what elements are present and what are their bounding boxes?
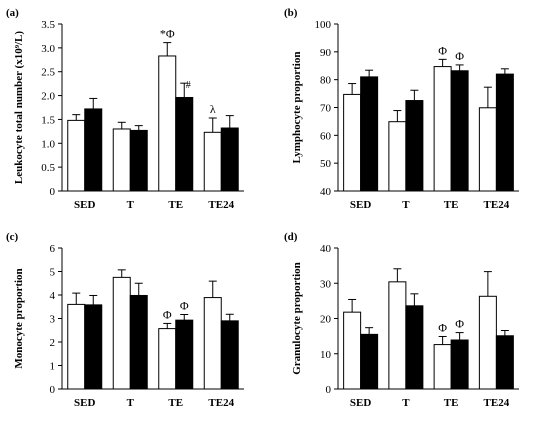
bar <box>405 305 424 390</box>
bar <box>360 76 379 192</box>
bar <box>158 55 177 192</box>
y-tick-label: 10 <box>320 349 332 361</box>
y-tick-label: 1.5 <box>41 114 55 126</box>
y-tick-label: 5 <box>50 267 56 279</box>
significance-annotation: Φ <box>438 320 447 334</box>
bar <box>67 119 86 192</box>
bar <box>405 100 424 192</box>
bar <box>158 328 177 390</box>
bar <box>433 66 452 192</box>
y-tick-label: 80 <box>320 75 332 87</box>
bar <box>495 335 514 390</box>
y-tick-label: 2.0 <box>41 91 55 103</box>
y-tick-label: 90 <box>320 47 332 59</box>
significance-annotation: *Φ <box>160 27 175 41</box>
panel-label: (d) <box>284 231 298 243</box>
y-axis-title: Lymphocyte proportion <box>291 52 303 164</box>
bar <box>129 294 148 390</box>
bar <box>478 295 497 390</box>
chart-panel-2: (b) Lymphocyte proportion 40 50 60 70 80 90 100 S… <box>284 7 519 211</box>
bar <box>343 311 362 390</box>
y-tick-label: 60 <box>320 130 332 142</box>
y-tick-label: 1 <box>50 361 56 373</box>
chart-panel-3: (c) Monocyte proportion 0 1 2 3 4 5 6 SED T TE TE24 Φ… <box>6 231 244 409</box>
y-tick-label: 50 <box>320 158 332 170</box>
y-tick-label: 40 <box>320 186 332 198</box>
y-tick-label: 20 <box>320 314 332 326</box>
y-tick-label: 30 <box>320 278 332 290</box>
significance-annotation: Φ <box>455 317 464 331</box>
category-label: TE24 <box>208 199 234 211</box>
significance-annotation: λ <box>210 102 216 116</box>
y-tick-label: 2.5 <box>41 67 55 79</box>
bar <box>112 128 131 192</box>
panel-label: (c) <box>6 231 19 243</box>
y-tick-label: 3.5 <box>41 19 55 31</box>
y-tick-label: 1.0 <box>41 138 55 150</box>
category-label: TE <box>168 397 183 409</box>
category-label: TE24 <box>208 397 234 409</box>
y-tick-label: 0.5 <box>41 162 55 174</box>
y-tick-label: 0 <box>50 384 56 396</box>
category-label: SED <box>74 199 95 211</box>
category-label: T <box>127 397 135 409</box>
y-tick-label: 3 <box>50 314 56 326</box>
bar <box>175 319 194 390</box>
y-tick-label: 40 <box>320 243 332 255</box>
y-tick-label: 4 <box>50 290 56 302</box>
category-label: SED <box>350 199 371 211</box>
bar <box>495 73 514 192</box>
bar <box>112 276 131 390</box>
bar <box>388 281 407 390</box>
category-label: T <box>402 199 410 211</box>
panel-label: (b) <box>284 7 298 19</box>
y-axis-title: Leukocyte total number (x10⁹/L) <box>13 31 25 184</box>
category-label: TE <box>444 199 459 211</box>
bar <box>220 320 239 390</box>
bar <box>220 127 239 192</box>
bar <box>388 121 407 192</box>
bar <box>478 107 497 192</box>
y-axis-title: Granulocyte proportion <box>291 262 303 375</box>
chart-panel-4: (d) Granulocyte proportion 0 10 20 30 40 SED T TE… <box>284 231 519 409</box>
significance-annotation: Φ <box>438 43 447 57</box>
chart-panel-1: (a) Leukocyte total number (x10⁹/L) 0 0.5 1.… <box>6 7 244 211</box>
category-label: T <box>402 397 410 409</box>
category-label: T <box>127 199 135 211</box>
category-label: TE <box>444 397 459 409</box>
significance-annotation: Φ <box>180 299 189 313</box>
y-axis-title: Monocyte proportion <box>13 268 25 368</box>
category-label: TE <box>168 199 183 211</box>
bar <box>343 93 362 192</box>
panel-label: (a) <box>6 7 19 19</box>
bar <box>203 297 222 390</box>
category-label: TE24 <box>484 199 510 211</box>
bar <box>203 131 222 192</box>
significance-annotation: # <box>186 80 191 91</box>
category-label: SED <box>350 397 371 409</box>
significance-annotation: Φ <box>455 49 464 63</box>
category-label: TE24 <box>484 397 510 409</box>
y-tick-label: 2 <box>50 337 56 349</box>
y-tick-label: 6 <box>50 243 56 255</box>
y-tick-label: 3.0 <box>41 43 55 55</box>
bar <box>450 339 469 390</box>
y-tick-label: 0 <box>50 186 56 198</box>
y-tick-label: 0 <box>326 384 332 396</box>
significance-annotation: Φ <box>163 307 172 321</box>
bar <box>84 108 103 192</box>
bar <box>360 333 379 390</box>
bar <box>450 70 469 192</box>
bar <box>175 96 194 192</box>
bar <box>433 344 452 390</box>
bar <box>67 303 86 390</box>
y-tick-label: 70 <box>320 103 332 115</box>
bar <box>129 129 148 192</box>
bar <box>84 304 103 390</box>
category-label: SED <box>74 397 95 409</box>
panels: (a) Leukocyte total number (x10⁹/L) 0 0.5 1.… <box>6 7 519 409</box>
y-tick-label: 100 <box>315 19 332 31</box>
